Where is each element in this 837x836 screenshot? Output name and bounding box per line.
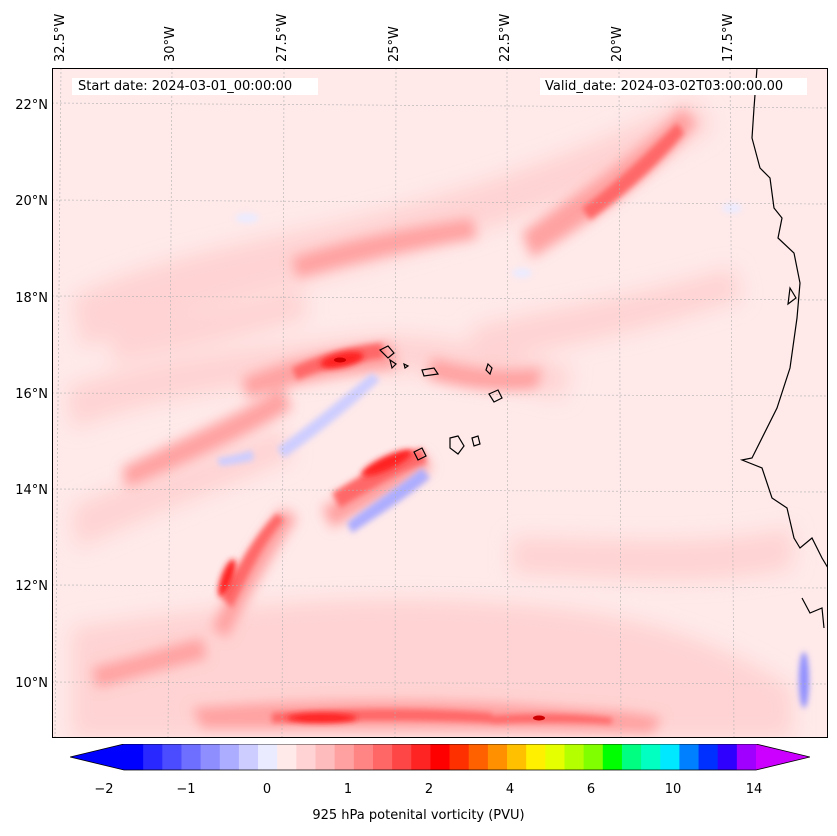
colorbar-swatch: [526, 744, 546, 770]
colorbar-swatch: [353, 744, 374, 770]
colorbar-swatch: [258, 744, 278, 770]
colorbar-swatch: [296, 744, 316, 770]
colorbar-swatch: [621, 744, 642, 770]
colorbar-swatch: [200, 744, 221, 770]
colorbar-tick: 6: [586, 782, 596, 797]
lat-label-18n: 18°N: [15, 291, 48, 306]
pv-map: [52, 68, 828, 738]
colorbar-swatch: [736, 744, 757, 770]
colorbar-swatch: [449, 744, 470, 770]
colorbar-swatch: [679, 744, 699, 770]
lon-label-17-5w: 17.5°W: [721, 13, 736, 62]
colorbar-swatch: [219, 744, 240, 770]
lat-label-22n: 22°N: [15, 98, 48, 113]
colorbar-swatch: [641, 744, 661, 770]
lon-label-22-5w: 22.5°W: [498, 13, 513, 62]
colorbar-label: 925 hPa potenital vorticity (PVU): [312, 808, 525, 823]
negative-pv-field: [217, 203, 809, 708]
colorbar-swatch: [238, 744, 259, 770]
lon-label-25w: 25°W: [387, 26, 402, 62]
colorbar-swatch: [487, 744, 508, 770]
colorbar-swatch: [698, 744, 719, 770]
colorbar-swatch: [277, 744, 297, 770]
lat-label-16n: 16°N: [15, 387, 48, 402]
graticule: [52, 68, 828, 738]
colorbar-swatch: [315, 744, 336, 770]
colorbar-extend-under: [70, 744, 124, 770]
colorbar-swatch: [124, 744, 144, 770]
colorbar-swatch: [334, 744, 355, 770]
lat-label-20n: 20°N: [15, 194, 48, 209]
colorbar-swatch: [583, 744, 604, 770]
lon-label-20w: 20°W: [610, 26, 625, 62]
colorbar-swatch: [468, 744, 489, 770]
lat-label-12n: 12°N: [15, 579, 48, 594]
valid-date-label: Valid_date: 2024-03-02T03:00:00.00: [540, 78, 807, 95]
colorbar-tick: 2: [424, 782, 434, 797]
lon-label-27-5w: 27.5°W: [275, 13, 290, 62]
lon-label-30w: 30°W: [163, 26, 178, 62]
colorbar: [70, 744, 810, 771]
colorbar-tick: 14: [745, 782, 763, 797]
colorbar-tick: 4: [505, 782, 515, 797]
pv-maxima: [334, 357, 545, 721]
cape-verde-islands: [378, 345, 503, 461]
lat-label-10n: 10°N: [15, 676, 48, 691]
colorbar-swatch: [602, 744, 623, 770]
colorbar-tick: −2: [94, 782, 114, 797]
colorbar-tick: 0: [262, 782, 272, 797]
colorbar-outline: [70, 744, 810, 771]
colorbar-swatch: [411, 744, 431, 770]
lon-label-32-5w: 32.5°W: [53, 13, 68, 62]
colorbar-extend-over: [756, 744, 810, 770]
colorbar-swatch: [372, 744, 393, 770]
coastline: [739, 68, 828, 629]
colorbar-swatch: [507, 744, 527, 770]
colorbar-swatch: [717, 744, 738, 770]
colorbar-swatch: [181, 744, 201, 770]
colorbar-tick: −1: [176, 782, 196, 797]
colorbar-swatch: [545, 744, 565, 770]
colorbar-swatch: [392, 744, 412, 770]
colorbar-swatch: [143, 744, 163, 770]
colorbar-swatch: [564, 744, 585, 770]
lat-label-14n: 14°N: [15, 483, 48, 498]
colorbar-swatch: [660, 744, 680, 770]
colorbar-swatch: [430, 744, 450, 770]
colorbar-swatch: [162, 744, 182, 770]
colorbar-tick: 10: [664, 782, 682, 797]
start-date-label: Start date: 2024-03-01_00:00:00: [72, 78, 318, 95]
colorbar-tick: 1: [343, 782, 353, 797]
